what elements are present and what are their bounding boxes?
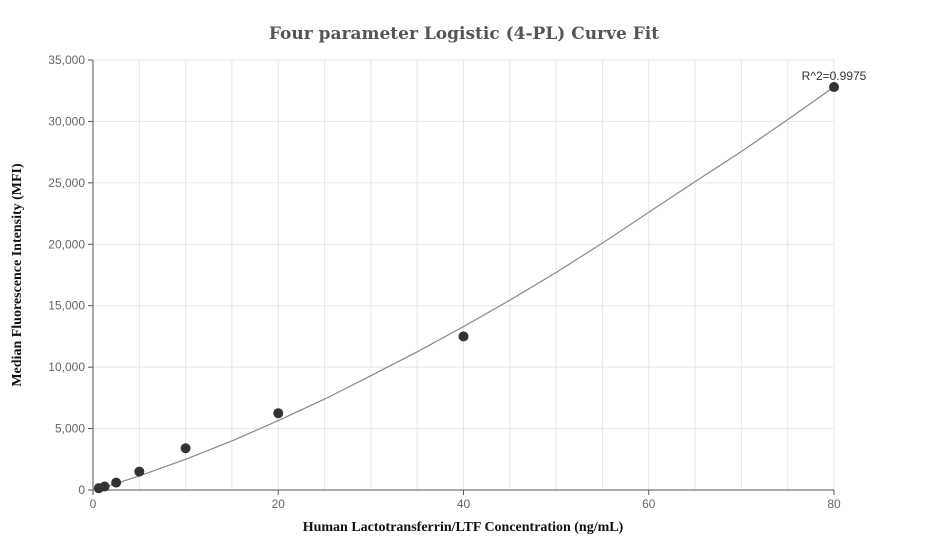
fit-curve (92, 86, 835, 491)
y-ticks: 0 5,000 10,000 15,000 20,000 25,000 30,000 35,0… (48, 53, 93, 497)
data-point (829, 82, 839, 93)
r-squared-annotation: R^2=0.9975 (802, 69, 867, 83)
data-point (458, 331, 469, 342)
data-points (93, 82, 839, 494)
x-axis-title: Human Lactotransferrin/LTF Concentration… (303, 520, 624, 535)
y-tick-label: 20,000 (48, 237, 85, 251)
y-tick-label: 35,000 (48, 53, 85, 67)
x-tick-label: 0 (90, 497, 97, 511)
y-axis-title: Median Fluorescence Intensity (MFI) (10, 163, 25, 387)
y-tick-label: 5,000 (55, 422, 85, 436)
data-point (273, 408, 284, 419)
y-tick-label: 15,000 (48, 299, 85, 313)
y-tick-label: 25,000 (48, 176, 85, 190)
y-tick-label: 30,000 (48, 114, 85, 128)
x-tick-label: 80 (827, 497, 841, 511)
annotations: R^2=0.9975 (802, 69, 867, 83)
grid (93, 59, 835, 490)
data-point (134, 466, 145, 477)
chart-title: Four parameter Logistic (4-PL) Curve Fit (269, 24, 659, 44)
data-point (180, 443, 191, 454)
data-point (99, 481, 110, 492)
x-tick-label: 40 (457, 497, 471, 511)
x-tick-label: 20 (272, 497, 286, 511)
x-tick-label: 60 (642, 497, 656, 511)
data-point (111, 477, 122, 488)
y-tick-label: 10,000 (48, 360, 85, 374)
y-tick-label: 0 (78, 483, 85, 497)
x-ticks: 0 20 40 60 80 (90, 490, 841, 511)
